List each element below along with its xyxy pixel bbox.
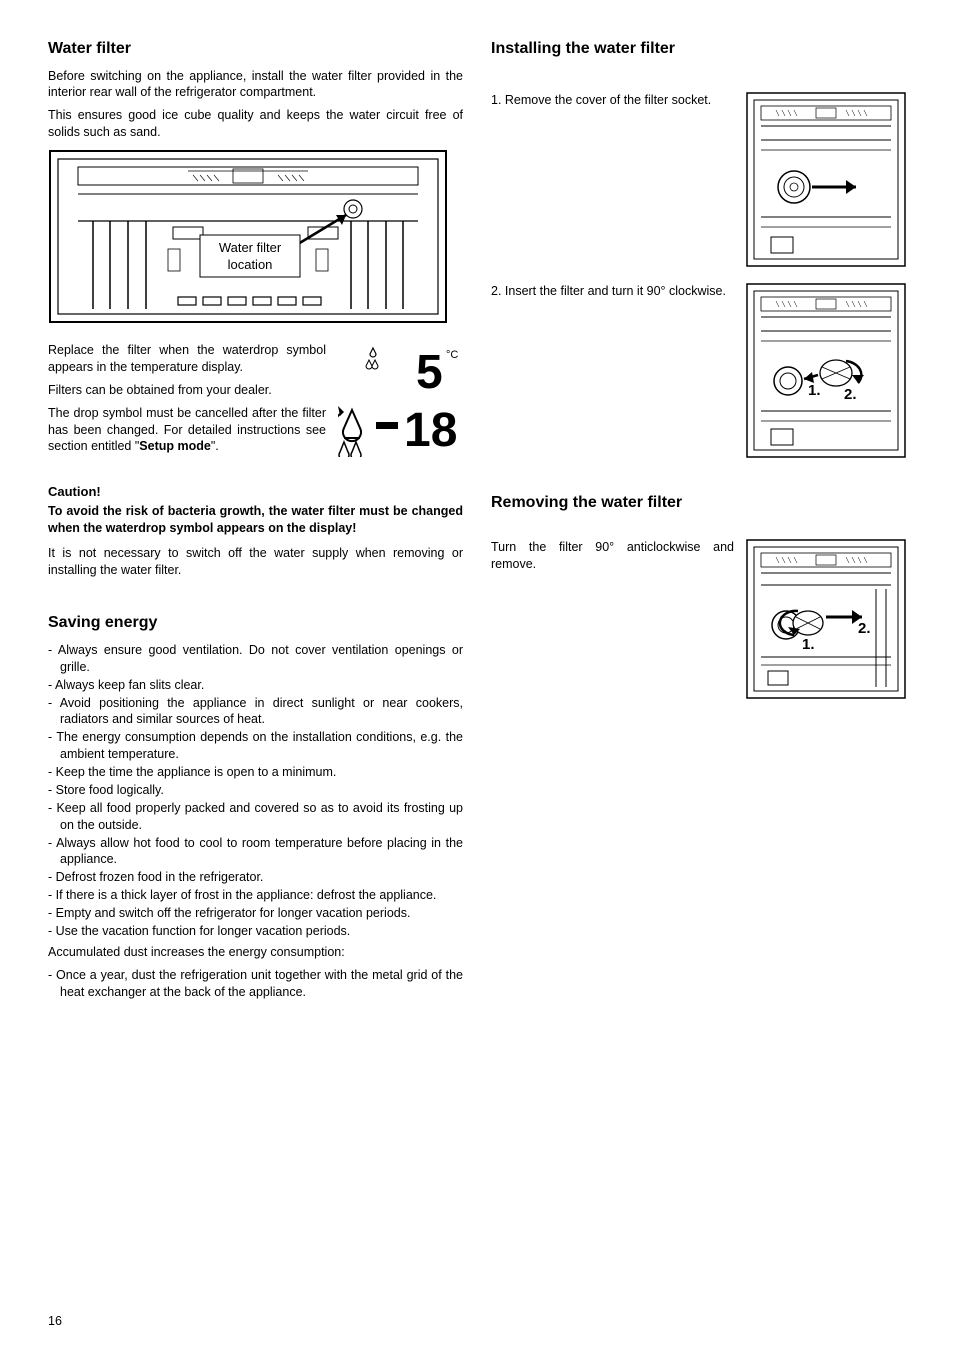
se-post-item: Once a year, dust the refrigeration unit… — [48, 967, 463, 1001]
display-unit: °C — [446, 349, 458, 361]
se-item: Always allow hot food to cool to room te… — [48, 835, 463, 869]
se-item: Use the vacation function for longer vac… — [48, 923, 463, 940]
wf-p4: Filters can be obtained from your dealer… — [48, 382, 326, 399]
install-step1: 1. Remove the cover of the filter socket… — [491, 92, 734, 109]
se-item: Empty and switch off the refrigerator fo… — [48, 905, 463, 922]
diagram-install-step2: 1. 2. — [746, 283, 906, 458]
se-post-text: Accumulated dust increases the energy co… — [48, 944, 463, 961]
wf-p2: This ensures good ice cube quality and k… — [48, 107, 463, 141]
se-item: Keep the time the appliance is open to a… — [48, 764, 463, 781]
install-step2: 2. Insert the filter and turn it 90° clo… — [491, 283, 734, 300]
remove-p1: Turn the filter 90° anticlockwise and re… — [491, 539, 734, 573]
install-step1-row: 1. Remove the cover of the filter socket… — [491, 92, 906, 267]
caution-body: To avoid the risk of bacteria growth, th… — [48, 503, 463, 537]
install2-label1: 1. — [808, 382, 821, 399]
remove-label1: 1. — [802, 636, 815, 653]
saving-energy-list: Always ensure good ventilation. Do not c… — [48, 642, 463, 940]
diagram-install-step1 — [746, 92, 906, 267]
heading-water-filter: Water filter — [48, 38, 463, 60]
display-bottom-value: 18 — [404, 404, 457, 457]
left-column: Water filter Before switching on the app… — [48, 38, 463, 1001]
wf-p1: Before switching on the appliance, insta… — [48, 68, 463, 102]
install-step2-row: 2. Insert the filter and turn it 90° clo… — [491, 283, 906, 458]
diagram-water-filter-location: Water filter location — [48, 149, 463, 324]
se-item: Avoid positioning the appliance in direc… — [48, 695, 463, 729]
wf-row-display: Replace the filter when the waterdrop sy… — [48, 342, 463, 461]
se-item: The energy consumption depends on the in… — [48, 729, 463, 763]
diagram-remove: 1. 2. — [746, 539, 906, 699]
page-columns: Water filter Before switching on the app… — [48, 38, 906, 1001]
wf-p3: Replace the filter when the waterdrop sy… — [48, 342, 326, 376]
se-item: Defrost frozen food in the refrigerator. — [48, 869, 463, 886]
caution-heading: Caution! — [48, 483, 463, 501]
diagram-temperature-display: 5 °C 18 — [338, 342, 463, 457]
wf-p6: It is not necessary to switch off the wa… — [48, 545, 463, 579]
diagram-label-2: location — [228, 257, 273, 272]
heading-removing: Removing the water filter — [491, 492, 906, 514]
right-column: Installing the water filter 1. Remove th… — [491, 38, 906, 1001]
display-top-value: 5 — [416, 346, 443, 399]
remove-label2: 2. — [858, 620, 871, 637]
se-item: Store food logically. — [48, 782, 463, 799]
heading-saving-energy: Saving energy — [48, 612, 463, 634]
page-number: 16 — [48, 1313, 62, 1330]
remove-row: Turn the filter 90° anticlockwise and re… — [491, 539, 906, 699]
diagram-label-1: Water filter — [219, 240, 282, 255]
se-item: Always keep fan slits clear. — [48, 677, 463, 694]
se-item: Keep all food properly packed and covere… — [48, 800, 463, 834]
se-item: If there is a thick layer of frost in th… — [48, 887, 463, 904]
install2-label2: 2. — [844, 386, 857, 403]
heading-installing: Installing the water filter — [491, 38, 906, 60]
saving-energy-post-list: Once a year, dust the refrigeration unit… — [48, 967, 463, 1001]
se-item: Always ensure good ventilation. Do not c… — [48, 642, 463, 676]
wf-p5: The drop symbol must be cancelled after … — [48, 405, 326, 456]
